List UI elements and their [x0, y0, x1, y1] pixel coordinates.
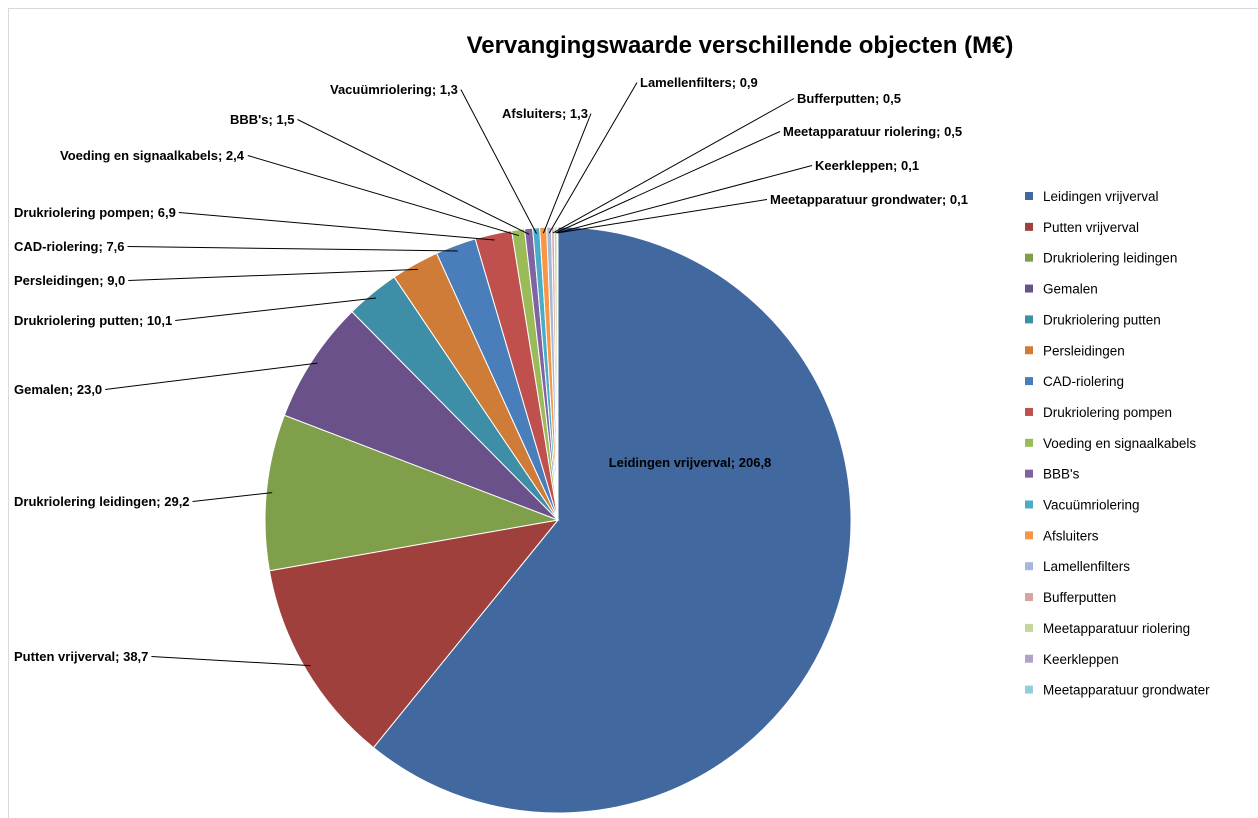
legend-swatch [1025, 562, 1033, 571]
legend-label: Afsluiters [1043, 528, 1099, 543]
pie-slice [556, 226, 559, 521]
data-label: BBB's; 1,5 [230, 112, 295, 127]
data-label: Meetapparatuur riolering; 0,5 [783, 124, 962, 139]
leader-line [192, 492, 273, 502]
legend-label: Drukriolering leidingen [1043, 251, 1177, 266]
legend-label: BBB's [1043, 467, 1080, 482]
legend-swatch [1025, 377, 1033, 386]
legend-swatch [1025, 284, 1033, 293]
legend-swatch [1025, 315, 1033, 324]
legend-swatch [1025, 222, 1033, 231]
legend-label: Voeding en signaalkabels [1043, 436, 1196, 451]
legend-label: CAD-riolering [1043, 374, 1124, 389]
data-label: CAD-riolering; 7,6 [14, 239, 125, 254]
legend-swatch [1025, 500, 1033, 509]
data-label: Meetapparatuur grondwater; 0,1 [770, 192, 968, 207]
data-label: Leidingen vrijverval; 206,8 [609, 455, 772, 470]
leader-line [128, 268, 418, 281]
leader-line [552, 98, 795, 234]
data-label: Afsluiters; 1,3 [502, 106, 588, 121]
legend-swatch [1025, 407, 1033, 416]
leader-line [297, 119, 530, 235]
leader-line [175, 297, 377, 321]
legend-label: Gemalen [1043, 282, 1098, 297]
leader-line [542, 113, 592, 234]
legend-swatch [1025, 192, 1033, 200]
data-label: Drukriolering leidingen; 29,2 [14, 494, 190, 509]
legend-label: Keerkleppen [1043, 652, 1119, 667]
legend-label: Meetapparatuur riolering [1043, 621, 1190, 636]
legend-swatch [1025, 531, 1033, 540]
pie-slice [283, 311, 559, 521]
pie-slice [372, 226, 852, 814]
legend-label: Drukriolering pompen [1043, 405, 1172, 420]
data-label: Lamellenfilters; 0,9 [640, 75, 758, 90]
leader-line [127, 246, 458, 252]
legend-label: Leidingen vrijverval [1043, 189, 1159, 204]
chart-title: Vervangingswaarde verschillende objecten… [467, 32, 1014, 59]
data-label: Vacuümriolering; 1,3 [330, 82, 458, 97]
leader-line [105, 362, 318, 390]
legend-label: Vacuümriolering [1043, 498, 1140, 513]
data-label: Persleidingen; 9,0 [14, 273, 125, 288]
legend-label: Drukriolering putten [1043, 312, 1161, 327]
leader-line [557, 199, 768, 234]
pie-slice [268, 519, 560, 749]
data-label: Drukriolering putten; 10,1 [14, 313, 172, 328]
legend-swatch [1025, 593, 1033, 602]
data-label: Gemalen; 23,0 [14, 382, 102, 397]
legend-label: Meetapparatuur grondwater [1043, 683, 1210, 698]
data-label: Keerkleppen; 0,1 [815, 158, 919, 173]
legend-swatch [1025, 685, 1033, 694]
leader-line [247, 155, 519, 237]
leader-line [555, 131, 781, 234]
legend-swatch [1025, 346, 1033, 355]
legend-swatch [1025, 623, 1033, 632]
legend-swatch [1025, 438, 1033, 447]
leader-line [460, 89, 537, 234]
leader-line [178, 212, 495, 241]
pie-slice [264, 414, 560, 572]
data-label: Putten vrijverval; 38,7 [14, 649, 148, 664]
leader-line [151, 656, 311, 667]
data-label: Voeding en signaalkabels; 2,4 [60, 148, 245, 163]
legend-swatch [1025, 654, 1033, 663]
legend-swatch [1025, 469, 1033, 478]
leader-line [557, 165, 813, 234]
data-label: Bufferputten; 0,5 [797, 91, 901, 106]
data-label: Drukriolering pompen; 6,9 [14, 205, 176, 220]
legend-label: Persleidingen [1043, 343, 1125, 358]
legend-label: Bufferputten [1043, 590, 1116, 605]
legend-label: Lamellenfilters [1043, 559, 1130, 574]
legend-swatch [1025, 253, 1033, 262]
leader-line [548, 82, 638, 234]
legend-label: Putten vrijverval [1043, 220, 1139, 235]
